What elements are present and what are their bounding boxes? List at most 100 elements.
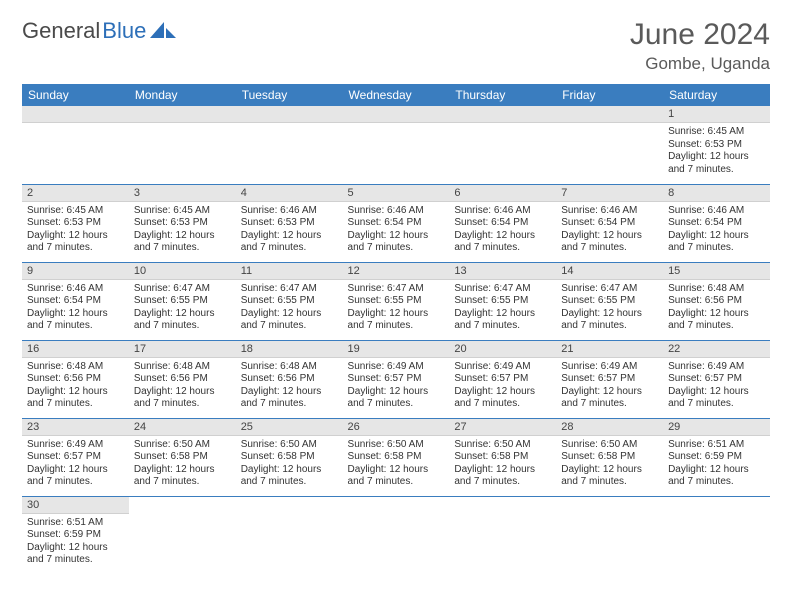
daylight-text: Daylight: 12 hours and 7 minutes. (27, 230, 124, 255)
calendar-cell: 22Sunrise: 6:49 AMSunset: 6:57 PMDayligh… (663, 340, 770, 418)
calendar-cell: 21Sunrise: 6:49 AMSunset: 6:57 PMDayligh… (556, 340, 663, 418)
sunset-text: Sunset: 6:58 PM (241, 451, 338, 464)
daylight-text: Daylight: 12 hours and 7 minutes. (348, 230, 445, 255)
day-number: 24 (129, 419, 236, 436)
daylight-text: Daylight: 12 hours and 7 minutes. (134, 386, 231, 411)
calendar-cell: 24Sunrise: 6:50 AMSunset: 6:58 PMDayligh… (129, 418, 236, 496)
daylight-text: Daylight: 12 hours and 7 minutes. (348, 386, 445, 411)
sunset-text: Sunset: 6:53 PM (27, 217, 124, 230)
day-header: Sunday (22, 84, 129, 106)
sunrise-text: Sunrise: 6:46 AM (668, 205, 765, 218)
sunrise-text: Sunrise: 6:49 AM (348, 361, 445, 374)
calendar-cell: 25Sunrise: 6:50 AMSunset: 6:58 PMDayligh… (236, 418, 343, 496)
calendar-cell: 2Sunrise: 6:45 AMSunset: 6:53 PMDaylight… (22, 184, 129, 262)
empty-daynum (129, 106, 236, 123)
daylight-text: Daylight: 12 hours and 7 minutes. (668, 151, 765, 176)
calendar-cell (236, 106, 343, 184)
day-details: Sunrise: 6:51 AMSunset: 6:59 PMDaylight:… (663, 436, 770, 492)
calendar-cell: 8Sunrise: 6:46 AMSunset: 6:54 PMDaylight… (663, 184, 770, 262)
daylight-text: Daylight: 12 hours and 7 minutes. (561, 464, 658, 489)
sunrise-text: Sunrise: 6:46 AM (454, 205, 551, 218)
daylight-text: Daylight: 12 hours and 7 minutes. (241, 230, 338, 255)
day-details: Sunrise: 6:50 AMSunset: 6:58 PMDaylight:… (343, 436, 450, 492)
day-header: Wednesday (343, 84, 450, 106)
calendar-cell: 20Sunrise: 6:49 AMSunset: 6:57 PMDayligh… (449, 340, 556, 418)
day-number: 15 (663, 263, 770, 280)
calendar-cell: 5Sunrise: 6:46 AMSunset: 6:54 PMDaylight… (343, 184, 450, 262)
day-details: Sunrise: 6:51 AMSunset: 6:59 PMDaylight:… (22, 514, 129, 570)
calendar-cell: 29Sunrise: 6:51 AMSunset: 6:59 PMDayligh… (663, 418, 770, 496)
daylight-text: Daylight: 12 hours and 7 minutes. (134, 308, 231, 333)
day-number: 26 (343, 419, 450, 436)
sunset-text: Sunset: 6:57 PM (668, 373, 765, 386)
sunset-text: Sunset: 6:54 PM (668, 217, 765, 230)
sunset-text: Sunset: 6:53 PM (134, 217, 231, 230)
day-details: Sunrise: 6:47 AMSunset: 6:55 PMDaylight:… (236, 280, 343, 336)
sunset-text: Sunset: 6:54 PM (348, 217, 445, 230)
brand-word1: General (22, 18, 100, 44)
day-header-row: Sunday Monday Tuesday Wednesday Thursday… (22, 84, 770, 106)
calendar-cell (556, 106, 663, 184)
day-details: Sunrise: 6:50 AMSunset: 6:58 PMDaylight:… (129, 436, 236, 492)
day-details: Sunrise: 6:48 AMSunset: 6:56 PMDaylight:… (663, 280, 770, 336)
day-details: Sunrise: 6:50 AMSunset: 6:58 PMDaylight:… (449, 436, 556, 492)
calendar-cell (556, 496, 663, 574)
daylight-text: Daylight: 12 hours and 7 minutes. (454, 308, 551, 333)
sunset-text: Sunset: 6:53 PM (241, 217, 338, 230)
daylight-text: Daylight: 12 hours and 7 minutes. (454, 230, 551, 255)
day-number: 20 (449, 341, 556, 358)
day-number: 14 (556, 263, 663, 280)
calendar-cell (22, 106, 129, 184)
sunset-text: Sunset: 6:55 PM (561, 295, 658, 308)
day-details: Sunrise: 6:46 AMSunset: 6:54 PMDaylight:… (556, 202, 663, 258)
page-header: GeneralBlue June 2024 Gombe, Uganda (22, 18, 770, 74)
sunset-text: Sunset: 6:58 PM (134, 451, 231, 464)
calendar-cell: 3Sunrise: 6:45 AMSunset: 6:53 PMDaylight… (129, 184, 236, 262)
calendar-cell: 15Sunrise: 6:48 AMSunset: 6:56 PMDayligh… (663, 262, 770, 340)
day-details: Sunrise: 6:45 AMSunset: 6:53 PMDaylight:… (663, 123, 770, 179)
calendar-cell (449, 106, 556, 184)
sunrise-text: Sunrise: 6:48 AM (668, 283, 765, 296)
empty-daynum (22, 106, 129, 123)
calendar-cell: 9Sunrise: 6:46 AMSunset: 6:54 PMDaylight… (22, 262, 129, 340)
daylight-text: Daylight: 12 hours and 7 minutes. (454, 464, 551, 489)
day-number: 19 (343, 341, 450, 358)
sunset-text: Sunset: 6:55 PM (348, 295, 445, 308)
sunrise-text: Sunrise: 6:47 AM (454, 283, 551, 296)
day-number: 9 (22, 263, 129, 280)
day-number: 5 (343, 185, 450, 202)
calendar-cell: 27Sunrise: 6:50 AMSunset: 6:58 PMDayligh… (449, 418, 556, 496)
daylight-text: Daylight: 12 hours and 7 minutes. (668, 464, 765, 489)
empty-daynum (556, 106, 663, 123)
sunset-text: Sunset: 6:55 PM (454, 295, 551, 308)
day-number: 1 (663, 106, 770, 123)
day-details: Sunrise: 6:45 AMSunset: 6:53 PMDaylight:… (22, 202, 129, 258)
day-details: Sunrise: 6:49 AMSunset: 6:57 PMDaylight:… (343, 358, 450, 414)
day-details: Sunrise: 6:47 AMSunset: 6:55 PMDaylight:… (129, 280, 236, 336)
brand-word2: Blue (102, 18, 146, 44)
calendar-cell (449, 496, 556, 574)
daylight-text: Daylight: 12 hours and 7 minutes. (241, 464, 338, 489)
calendar-cell: 30Sunrise: 6:51 AMSunset: 6:59 PMDayligh… (22, 496, 129, 574)
day-number: 3 (129, 185, 236, 202)
sunrise-text: Sunrise: 6:50 AM (454, 439, 551, 452)
sunrise-text: Sunrise: 6:50 AM (241, 439, 338, 452)
day-details: Sunrise: 6:46 AMSunset: 6:54 PMDaylight:… (449, 202, 556, 258)
day-number: 4 (236, 185, 343, 202)
sunrise-text: Sunrise: 6:48 AM (27, 361, 124, 374)
sunrise-text: Sunrise: 6:47 AM (348, 283, 445, 296)
sunset-text: Sunset: 6:58 PM (348, 451, 445, 464)
sunset-text: Sunset: 6:56 PM (134, 373, 231, 386)
day-number: 13 (449, 263, 556, 280)
calendar-cell: 7Sunrise: 6:46 AMSunset: 6:54 PMDaylight… (556, 184, 663, 262)
sunrise-text: Sunrise: 6:50 AM (561, 439, 658, 452)
sunrise-text: Sunrise: 6:49 AM (27, 439, 124, 452)
calendar-cell: 6Sunrise: 6:46 AMSunset: 6:54 PMDaylight… (449, 184, 556, 262)
location-label: Gombe, Uganda (630, 54, 770, 74)
sunrise-text: Sunrise: 6:48 AM (241, 361, 338, 374)
sunset-text: Sunset: 6:59 PM (668, 451, 765, 464)
sunrise-text: Sunrise: 6:51 AM (27, 517, 124, 530)
empty-daynum (343, 106, 450, 123)
sunrise-text: Sunrise: 6:49 AM (668, 361, 765, 374)
calendar-cell (236, 496, 343, 574)
